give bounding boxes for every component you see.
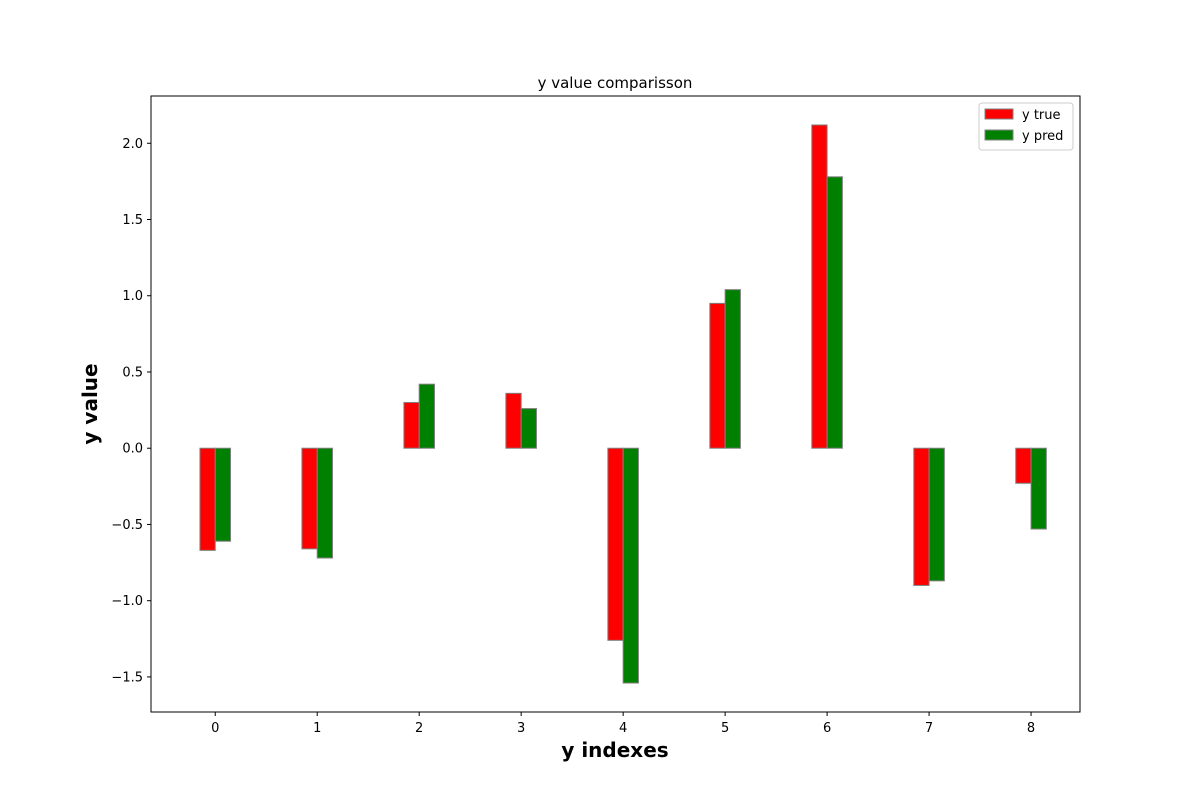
x-tick-label: 1 xyxy=(313,721,321,736)
x-axis-label: y indexes xyxy=(561,738,668,762)
bar-y-pred-8 xyxy=(1030,447,1047,530)
bar-y-pred-4 xyxy=(622,447,639,684)
y-tick-label: −0.5 xyxy=(111,518,143,533)
x-tick-label: 4 xyxy=(619,721,627,736)
bar-y-true-5 xyxy=(709,302,726,449)
x-tick-label: 7 xyxy=(925,721,933,736)
bar-y-true-7 xyxy=(913,447,930,586)
bar-y-true-6 xyxy=(811,124,828,449)
legend-label-y-true: y true xyxy=(1022,108,1061,123)
bar-y-pred-6 xyxy=(826,176,843,449)
bar-y-true-4 xyxy=(607,447,624,641)
bar-y-true-2 xyxy=(403,401,420,449)
x-tick-label: 2 xyxy=(415,721,423,736)
bar-y-true-0 xyxy=(199,447,216,551)
legend-swatch-y-pred xyxy=(984,129,1014,141)
bar-y-true-1 xyxy=(301,447,318,550)
y-tick-label: 0.5 xyxy=(122,365,143,380)
y-tick-label: 1.0 xyxy=(122,289,143,304)
bar-y-pred-7 xyxy=(928,447,945,582)
x-tick-label: 5 xyxy=(721,721,729,736)
y-axis-label: y value xyxy=(78,363,102,444)
x-tick-label: 6 xyxy=(823,721,831,736)
bar-y-pred-1 xyxy=(316,447,334,559)
plot-frame xyxy=(150,95,1081,713)
x-tick-label: 0 xyxy=(211,721,219,736)
legend-label-y-pred: y pred xyxy=(1022,129,1063,144)
legend: y true y pred xyxy=(978,102,1074,151)
y-tick-label: 0.0 xyxy=(122,442,143,457)
legend-swatch-y-true xyxy=(984,108,1014,120)
bar-y-true-8 xyxy=(1015,447,1032,484)
y-tick-label: 2.0 xyxy=(122,137,143,152)
x-tick-label: 8 xyxy=(1027,721,1035,736)
x-tick-label: 3 xyxy=(517,721,525,736)
y-axis-ticks: −1.5 −1.0 −0.5 0.0 0.5 1.0 1.5 2.0 xyxy=(111,137,151,685)
bar-y-pred-2 xyxy=(418,383,435,449)
y-tick-label: −1.0 xyxy=(111,594,143,609)
chart-title: y value comparisson xyxy=(538,74,693,92)
y-tick-label: −1.5 xyxy=(111,670,143,685)
bar-y-pred-3 xyxy=(520,408,537,449)
bar-y-pred-5 xyxy=(724,289,741,449)
bar-y-pred-0 xyxy=(214,447,232,542)
bar-y-true-3 xyxy=(505,392,522,449)
x-axis-ticks: 0 1 2 3 4 5 6 7 8 xyxy=(211,712,1035,736)
y-tick-label: 1.5 xyxy=(122,213,143,228)
bars-layer xyxy=(199,124,1047,684)
